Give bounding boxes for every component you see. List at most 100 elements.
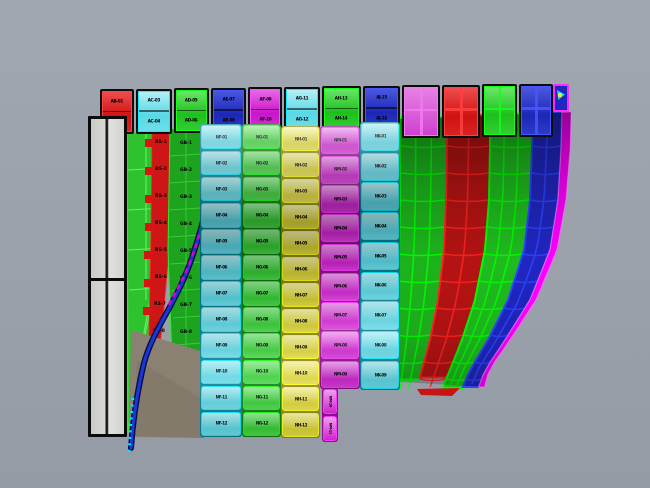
header-plate-face: AC-03 AC-04 — [138, 90, 170, 132]
header-plate-row: AG-11 — [287, 90, 317, 109]
orientation-marker-icon[interactable] — [553, 84, 569, 112]
plate-panel[interactable]: NF-06 — [200, 255, 242, 280]
plate-panel[interactable]: NG-12 — [242, 411, 281, 437]
header-plate-11[interactable] — [482, 84, 517, 137]
plate-panel[interactable]: NF-08 — [200, 307, 242, 332]
plate-panel[interactable]: NM-04 — [320, 214, 360, 243]
strake-green-1: NG-01 NG-02 NG-03 NG-04 NG-05 NG-06 NG-07 NG-08… — [242, 124, 281, 437]
plate-panel[interactable]: NM-01 — [320, 126, 360, 155]
plate-id-label: NF-02 — [215, 160, 227, 166]
magenta-control-curve[interactable] — [165, 128, 224, 309]
plate-id-label: NH-10 — [294, 370, 307, 376]
plate-panel[interactable]: NM-09 — [320, 360, 360, 389]
plate-panel[interactable]: NH-10 — [281, 360, 320, 386]
plate-id-label: NH-02 — [294, 162, 307, 168]
plate-panel[interactable]: NF-01 — [200, 124, 242, 150]
plate-divider — [325, 107, 358, 110]
header-plate-10[interactable] — [442, 84, 480, 138]
plate-panel[interactable]: NH-06 — [281, 256, 320, 282]
plate-panel[interactable]: NG-03 — [242, 176, 281, 202]
plate-panel[interactable]: NM-11 — [322, 415, 338, 442]
plate-panel[interactable]: NM-08 — [320, 331, 360, 359]
plate-panel[interactable]: NK-01 — [360, 122, 400, 151]
plate-panel[interactable]: NK-05 — [360, 241, 400, 271]
plate-panel[interactable]: NK-04 — [360, 212, 400, 241]
plate-id-label: GB-7 — [180, 302, 192, 308]
plate-id-label: NF-11 — [215, 395, 227, 401]
plate-panel[interactable]: NM-06 — [320, 272, 360, 301]
plate-panel[interactable]: NM-05 — [320, 243, 360, 272]
plate-panel[interactable]: NH-03 — [281, 178, 320, 204]
plate-panel[interactable]: NK-07 — [360, 301, 400, 330]
reference-bar[interactable] — [88, 116, 127, 437]
plate-id-label: NM-05 — [333, 255, 347, 260]
header-plate-face: AD-05 AD-06 — [176, 90, 207, 131]
header-plate-3[interactable]: AD-05 AD-06 — [174, 88, 209, 133]
header-plate-9[interactable] — [402, 85, 440, 138]
plate-id-label: RS-2 — [155, 166, 167, 172]
plate-panel[interactable]: NH-11 — [281, 386, 320, 412]
plate-panel[interactable]: NG-06 — [242, 255, 281, 280]
plate-panel[interactable]: NF-02 — [200, 150, 242, 176]
bottom-red-sliver — [417, 388, 460, 396]
header-plate-face — [404, 87, 438, 136]
plate-panel[interactable]: NG-10 — [242, 359, 281, 384]
plate-panel[interactable]: NH-07 — [281, 282, 320, 308]
plate-id-label: NG-10 — [255, 369, 268, 375]
plate-panel[interactable]: NH-04 — [281, 204, 320, 230]
plate-panel[interactable]: NG-11 — [242, 385, 281, 411]
plate-panel[interactable]: NG-05 — [242, 229, 281, 254]
plate-panel[interactable]: NK-06 — [360, 271, 400, 300]
header-plate-2[interactable]: AC-03 AC-04 — [136, 88, 172, 134]
plate-panel[interactable]: NH-08 — [281, 308, 320, 334]
plate-panel[interactable]: NH-09 — [281, 334, 320, 360]
plate-panel[interactable]: NK-09 — [360, 361, 400, 390]
plate-id-label: RS-4 — [155, 220, 167, 226]
cyan-dotted-curve[interactable] — [127, 397, 135, 457]
plate-panel[interactable]: NG-08 — [242, 307, 281, 332]
plate-panel[interactable]: NF-11 — [200, 385, 242, 411]
plate-panel[interactable]: NF-04 — [200, 203, 242, 228]
plate-id-label: AC-04 — [147, 118, 161, 124]
plate-panel[interactable]: NG-09 — [242, 333, 281, 358]
plate-panel[interactable]: NK-03 — [360, 182, 400, 211]
plate-id-label: NF-10 — [215, 369, 227, 375]
plate-panel[interactable]: NM-02 — [320, 156, 360, 184]
plate-panel[interactable]: NG-07 — [242, 281, 281, 306]
plate-panel[interactable]: NM-03 — [320, 185, 360, 213]
plate-id-label: NM-04 — [333, 225, 347, 231]
plate-panel[interactable]: NH-12 — [281, 412, 320, 438]
plate-panel[interactable]: NK-02 — [360, 152, 400, 181]
plate-panel[interactable]: NF-09 — [200, 333, 242, 358]
plate-panel[interactable]: NG-02 — [242, 150, 281, 176]
plate-panel[interactable]: NH-05 — [281, 230, 320, 256]
header-plate-12[interactable] — [519, 83, 553, 137]
plate-id-label: AE-08 — [222, 117, 235, 123]
plate-panel[interactable]: NF-10 — [200, 359, 242, 384]
plate-gridline — [420, 88, 423, 135]
plate-id-label: NF-12 — [215, 421, 227, 427]
plate-id-label: NK-08 — [374, 342, 386, 348]
plate-panel[interactable]: NM-07 — [320, 302, 360, 330]
plate-panel[interactable]: NG-01 — [242, 124, 281, 150]
header-plate-row: AH-13 — [325, 89, 358, 108]
reference-bar-divider — [90, 278, 125, 281]
plate-id-label: NF-04 — [215, 212, 227, 218]
plate-panel[interactable]: NF-05 — [200, 229, 242, 254]
strake-magenta-tail[interactable]: NM-10 NM-11 — [322, 388, 338, 442]
plate-id-label: NG-03 — [255, 186, 268, 192]
plate-panel[interactable]: NF-12 — [200, 411, 242, 437]
plate-panel[interactable]: NF-07 — [200, 281, 242, 306]
plate-panel[interactable]: NK-08 — [360, 331, 400, 360]
plate-gridline — [498, 87, 502, 134]
plate-panel[interactable]: NF-03 — [200, 176, 242, 202]
plate-panel[interactable]: NM-10 — [322, 388, 338, 415]
plate-panel[interactable]: NH-01 — [281, 126, 320, 152]
plate-panel[interactable]: NG-04 — [242, 203, 281, 228]
plate-panel[interactable]: NH-02 — [281, 152, 320, 178]
plate-id-label: RS-1 — [155, 139, 167, 145]
plate-id-label: NM-09 — [333, 371, 347, 377]
plate-id-label: NH-12 — [294, 422, 307, 428]
